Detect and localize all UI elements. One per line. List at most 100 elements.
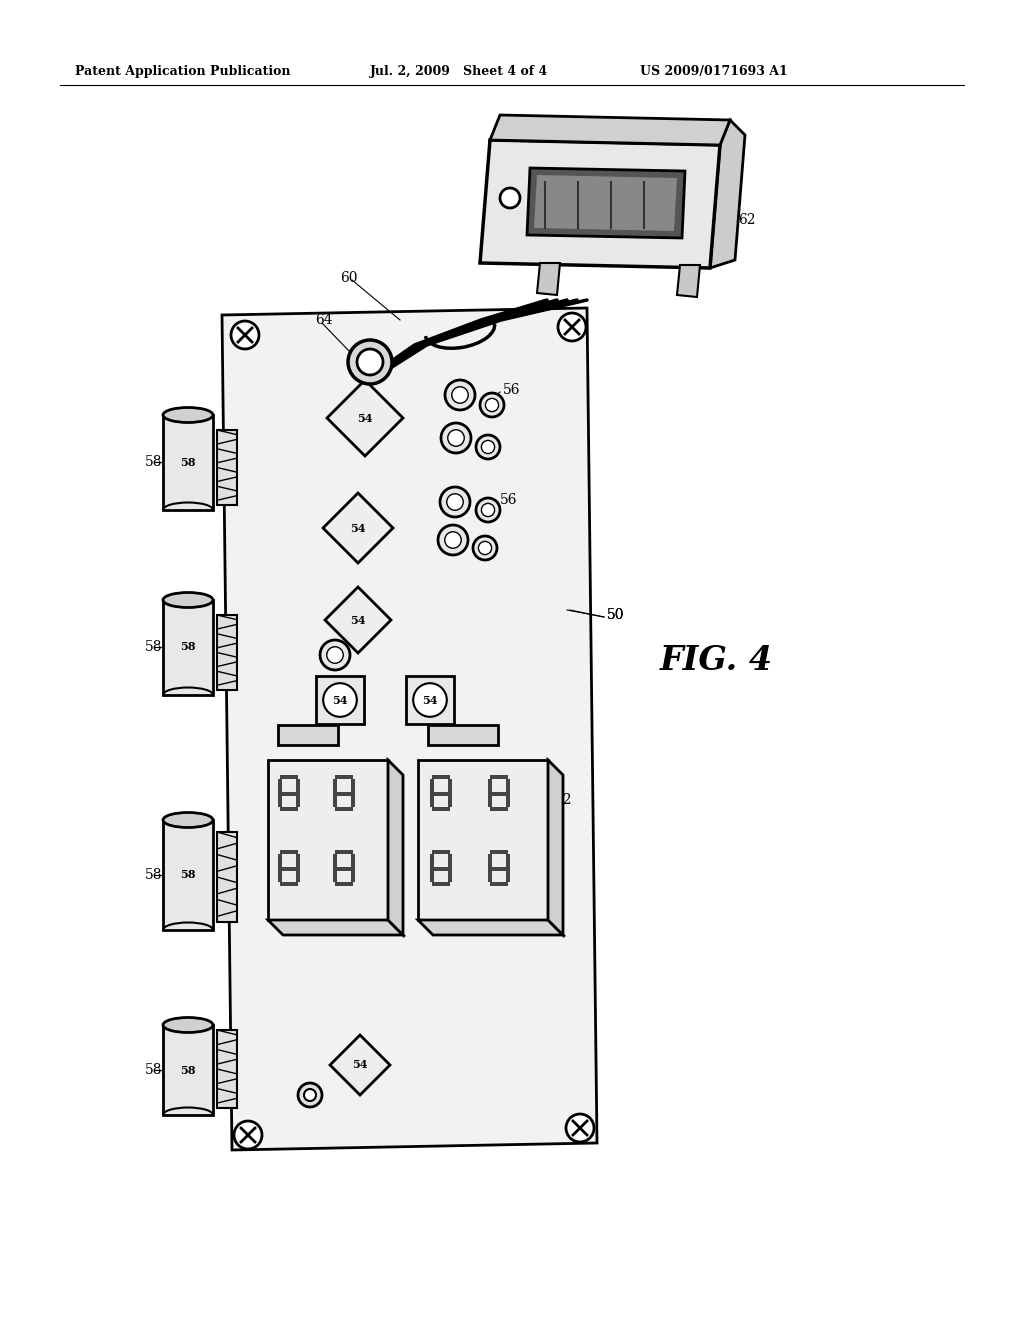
Circle shape — [441, 422, 471, 453]
Bar — [430, 854, 434, 871]
Bar — [217, 1030, 237, 1107]
Bar — [333, 865, 337, 882]
Bar — [432, 850, 450, 854]
Text: 50: 50 — [607, 609, 625, 622]
Bar — [490, 850, 508, 854]
Bar — [351, 779, 355, 796]
Bar — [335, 807, 353, 810]
Polygon shape — [325, 587, 391, 653]
Bar — [432, 807, 450, 810]
Bar — [278, 854, 282, 871]
Polygon shape — [548, 760, 563, 935]
Polygon shape — [537, 263, 560, 294]
Bar — [351, 854, 355, 871]
Polygon shape — [388, 760, 403, 935]
Bar — [449, 854, 452, 871]
Bar — [351, 865, 355, 882]
Bar — [280, 792, 298, 796]
Bar — [488, 789, 492, 807]
Circle shape — [476, 498, 500, 521]
Bar — [406, 676, 454, 723]
Polygon shape — [418, 760, 548, 920]
Polygon shape — [534, 176, 677, 231]
Bar — [296, 779, 300, 796]
Bar — [217, 430, 237, 506]
Circle shape — [566, 1114, 594, 1142]
Bar — [488, 779, 492, 796]
Text: US 2009/0171693 A1: US 2009/0171693 A1 — [640, 66, 787, 78]
Text: 54: 54 — [422, 694, 437, 705]
Circle shape — [324, 684, 356, 717]
Text: 54: 54 — [332, 694, 348, 705]
Text: 64: 64 — [315, 313, 333, 327]
Bar — [278, 789, 282, 807]
Bar — [335, 882, 353, 886]
Bar — [333, 779, 337, 796]
Bar — [430, 789, 434, 807]
Polygon shape — [677, 265, 700, 297]
Polygon shape — [480, 140, 720, 268]
Circle shape — [447, 430, 464, 446]
Polygon shape — [330, 1035, 390, 1096]
Polygon shape — [418, 920, 563, 935]
Polygon shape — [327, 380, 403, 455]
Bar — [335, 775, 353, 779]
Circle shape — [481, 503, 495, 516]
Text: 54: 54 — [350, 523, 366, 533]
Circle shape — [327, 647, 343, 663]
Text: 60: 60 — [340, 271, 357, 285]
Bar — [488, 854, 492, 871]
Bar — [296, 865, 300, 882]
Bar — [163, 414, 213, 510]
Bar — [432, 775, 450, 779]
Text: 58: 58 — [180, 870, 196, 880]
Circle shape — [558, 313, 586, 341]
Bar — [335, 867, 353, 871]
Text: 58: 58 — [145, 869, 163, 882]
Bar — [280, 882, 298, 886]
Bar — [278, 865, 282, 882]
Text: Patent Application Publication: Patent Application Publication — [75, 66, 291, 78]
Circle shape — [485, 399, 499, 412]
Circle shape — [298, 1082, 322, 1107]
Bar — [335, 792, 353, 796]
Bar — [490, 882, 508, 886]
Circle shape — [234, 1121, 262, 1148]
Circle shape — [473, 536, 497, 560]
Bar — [488, 865, 492, 882]
Ellipse shape — [163, 813, 213, 828]
Text: 52: 52 — [555, 793, 572, 807]
Circle shape — [480, 393, 504, 417]
Polygon shape — [428, 725, 498, 744]
Polygon shape — [268, 760, 388, 920]
Bar — [506, 865, 510, 882]
Circle shape — [452, 387, 468, 403]
Circle shape — [414, 684, 446, 717]
Bar — [217, 832, 237, 921]
Polygon shape — [268, 920, 403, 935]
Circle shape — [500, 187, 520, 209]
Polygon shape — [222, 308, 597, 1150]
Bar — [280, 775, 298, 779]
Bar — [490, 867, 508, 871]
Circle shape — [304, 1089, 316, 1101]
Bar — [490, 807, 508, 810]
Bar — [432, 882, 450, 886]
Bar — [506, 789, 510, 807]
Circle shape — [446, 494, 463, 511]
Bar — [449, 789, 452, 807]
Bar — [432, 792, 450, 796]
Bar — [449, 779, 452, 796]
Bar — [296, 854, 300, 871]
Text: 54: 54 — [352, 1060, 368, 1071]
Circle shape — [444, 532, 461, 548]
Circle shape — [319, 640, 350, 671]
Circle shape — [357, 348, 383, 375]
Bar — [351, 789, 355, 807]
Bar — [506, 854, 510, 871]
Circle shape — [438, 525, 468, 554]
Text: 50: 50 — [607, 609, 625, 622]
Polygon shape — [323, 492, 393, 564]
Text: 58: 58 — [180, 642, 196, 652]
Bar — [430, 779, 434, 796]
